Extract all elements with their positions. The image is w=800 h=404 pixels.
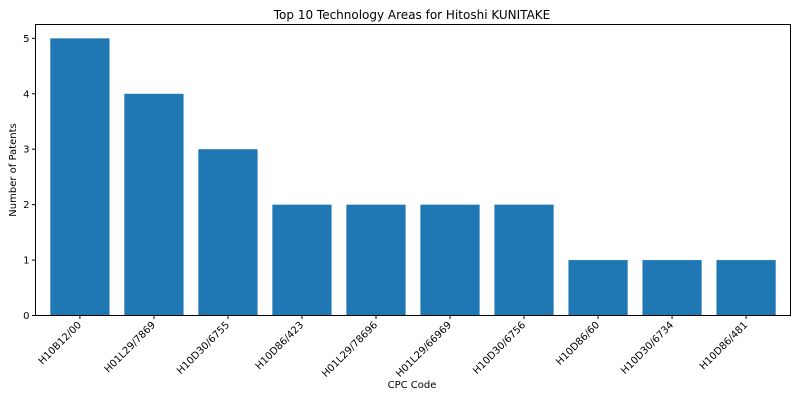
x-tick-label: H01L29/66969 bbox=[394, 320, 454, 380]
bar-h10d86-423 bbox=[272, 204, 332, 316]
bar-h01l29-66969 bbox=[420, 204, 480, 316]
bar-h01l29-78696 bbox=[346, 204, 406, 316]
bar-h10d30-6734 bbox=[642, 260, 702, 316]
bar-h10d30-6756 bbox=[494, 204, 554, 316]
x-tick-label: H01L29/7869 bbox=[103, 320, 158, 375]
x-axis-label: CPC Code bbox=[388, 380, 437, 391]
x-tick-label: H10D30/6734 bbox=[619, 320, 676, 377]
x-tick-label: H01L29/78696 bbox=[320, 320, 380, 380]
bar-h10d86-481 bbox=[716, 260, 776, 316]
y-tick-label: 1 bbox=[23, 256, 29, 267]
x-tick-label: H10D30/6756 bbox=[471, 320, 528, 377]
y-axis-label: Number of Patents bbox=[8, 123, 19, 216]
x-axis: H10B12/00 H01L29/7869 H10D30/6755 H10D86/42… bbox=[37, 315, 750, 380]
bar-h10d86-60 bbox=[568, 260, 628, 316]
x-tick-label: H10D86/423 bbox=[254, 320, 306, 372]
chart-title: Top 10 Technology Areas for Hitoshi KUNI… bbox=[273, 8, 551, 22]
y-tick-label: 0 bbox=[23, 311, 29, 322]
x-tick-label: H10B12/00 bbox=[37, 320, 84, 367]
y-tick-label: 3 bbox=[23, 145, 29, 156]
y-tick-label: 2 bbox=[23, 200, 29, 211]
bar-h10d30-6755 bbox=[198, 149, 258, 316]
plot-frame bbox=[35, 24, 791, 316]
bar-h01l29-7869 bbox=[124, 93, 184, 316]
y-axis: 0 1 2 3 4 5 bbox=[23, 34, 36, 322]
bar-h10b12-00 bbox=[50, 38, 110, 316]
x-tick-label: H10D86/60 bbox=[554, 320, 602, 368]
x-tick-label: H10D86/481 bbox=[698, 320, 750, 372]
bars-layer bbox=[50, 38, 776, 316]
y-tick-label: 4 bbox=[23, 89, 29, 100]
y-tick-label: 5 bbox=[23, 34, 29, 45]
x-tick-label: H10D30/6755 bbox=[175, 320, 232, 377]
